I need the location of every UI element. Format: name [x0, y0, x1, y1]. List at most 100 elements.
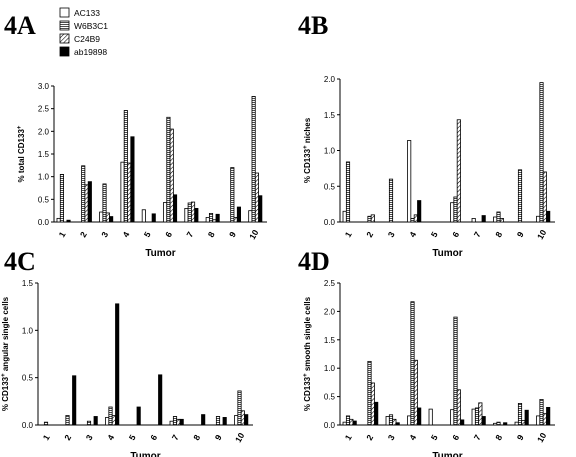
panel-label: 4D — [298, 247, 330, 276]
y-tick-label: 0.5 — [324, 182, 336, 191]
bar-ab19898-tumor-10 — [546, 406, 551, 426]
y-tick-label: 0.0 — [38, 218, 50, 227]
y-tick-label: 1.0 — [38, 173, 50, 182]
bar-ac133-tumor-7 — [184, 207, 189, 223]
x-tick-label: 4 — [407, 433, 418, 442]
bar-ab19898-tumor-4 — [115, 303, 120, 426]
bar-w6b3c1-tumor-4 — [123, 110, 128, 223]
y-tick-label: 1.5 — [38, 150, 50, 159]
bar-ab19898-tumor-1 — [66, 219, 71, 223]
bar-w6b3c1-tumor-9 — [517, 169, 523, 223]
y-axis-label: % CD133+ smooth single cells — [303, 296, 312, 411]
bar-ab19898-tumor-5 — [136, 406, 141, 426]
y-tick-label: 0.5 — [22, 374, 34, 383]
bar-w6b3c1-tumor-3 — [388, 178, 394, 223]
bar-c24b9-tumor-9 — [521, 420, 526, 426]
bar-ab19898-tumor-6 — [158, 374, 163, 426]
bar-w6b3c1-tumor-8 — [496, 421, 501, 426]
panel-label: 4C — [4, 247, 36, 276]
bar-ac133-tumor-6 — [163, 202, 168, 223]
bar-w6b3c1-tumor-2 — [81, 165, 86, 223]
y-axis-label-superscript: + — [303, 145, 309, 149]
bar-ab19898-tumor-5 — [151, 213, 156, 223]
bar-ab19898-tumor-10 — [244, 414, 249, 426]
bar-ac133-tumor-1 — [342, 210, 347, 223]
bar-c24b9-tumor-10 — [254, 172, 259, 223]
x-tick-label: 9 — [515, 433, 526, 442]
x-tick-label: 10 — [233, 431, 247, 444]
bar-ac133-tumor-7 — [471, 408, 476, 426]
bar-c24b9-tumor-9 — [233, 217, 238, 223]
x-tick-label: 5 — [142, 230, 153, 239]
y-axis-label: % CD133+ niches — [303, 117, 312, 183]
y-axis-label-suffix: smooth single cells — [303, 296, 312, 373]
legend-swatch-ac133 — [59, 7, 70, 18]
bar-c24b9-tumor-6 — [456, 119, 461, 223]
bar-w6b3c1-tumor-9 — [230, 167, 235, 223]
bar-ac133-tumor-5 — [428, 408, 433, 426]
legend-swatch-ab19898 — [59, 46, 70, 57]
bar-c24b9-tumor-2 — [370, 382, 375, 426]
y-tick-label: 1.0 — [324, 364, 336, 373]
bar-c24b9-tumor-8 — [499, 218, 504, 223]
bar-ab19898-tumor-8 — [503, 422, 508, 426]
bar-w6b3c1-tumor-10 — [539, 82, 544, 223]
bar-ac133-tumor-4 — [407, 140, 412, 223]
bar-ab19898-tumor-2 — [87, 181, 92, 223]
y-tick-label: 1.5 — [324, 336, 336, 345]
bar-w6b3c1-tumor-6 — [166, 116, 171, 223]
x-tick-label: 4 — [407, 230, 418, 239]
bar-c24b9-tumor-4 — [111, 415, 116, 426]
bar-w6b3c1-tumor-8 — [208, 212, 214, 223]
bar-ac133-tumor-10 — [248, 210, 253, 223]
bar-c24b9-tumor-6 — [456, 389, 461, 426]
bar-ac133-tumor-6 — [450, 409, 455, 426]
bar-ab19898-tumor-8 — [215, 213, 220, 223]
y-tick-label: 0.5 — [38, 195, 50, 204]
bar-ab19898-tumor-2 — [374, 401, 379, 426]
bar-w6b3c1-tumor-4 — [108, 406, 113, 426]
y-axis-label: % total CD133+ — [17, 125, 26, 182]
x-tick-label: 1 — [343, 230, 354, 239]
bar-ac133-tumor-4 — [120, 161, 125, 223]
y-tick-label: 0.5 — [324, 393, 336, 402]
x-tick-label: 6 — [148, 433, 159, 442]
bar-w6b3c1-tumor-8 — [496, 211, 501, 223]
x-tick-label: 9 — [213, 433, 224, 442]
bar-ac133-tumor-10 — [536, 415, 541, 426]
panel-4c: 4C 0.0 0.5 1.0 1.5 % CD133+ angular single ce… — [1, 247, 253, 457]
bar-w6b3c1-tumor-1 — [345, 415, 351, 426]
x-tick-label: 1 — [57, 230, 68, 239]
x-axis-label: Tumor — [145, 248, 175, 259]
bar-ab19898-tumor-1 — [352, 420, 357, 426]
y-tick-label: 2.0 — [324, 307, 336, 316]
x-tick-label: 5 — [127, 433, 138, 442]
y-axis-label-text: % CD133 — [303, 376, 312, 411]
panel-label: 4A — [4, 11, 36, 40]
x-tick-label: 8 — [493, 433, 504, 442]
bar-ab19898-tumor-4 — [417, 200, 422, 223]
y-tick-label: 2.5 — [324, 279, 336, 288]
bar-ac133-tumor-1 — [342, 421, 347, 426]
x-tick-label: 1 — [343, 433, 354, 442]
bar-w6b3c1-tumor-4 — [410, 301, 415, 426]
bar-ac133-tumor-9 — [514, 421, 519, 426]
bar-w6b3c1-tumor-3 — [388, 414, 394, 426]
bar-ab19898-tumor-9 — [222, 417, 227, 426]
y-axis-label-superscript: + — [303, 373, 309, 377]
legend: AC133 W6B3C1 C24B9 ab19898 — [59, 7, 108, 57]
x-tick-label: 2 — [78, 230, 89, 239]
bar-ab19898-tumor-9 — [236, 206, 241, 223]
bar-ac133-tumor-7 — [471, 218, 476, 223]
bar-w6b3c1-tumor-3 — [102, 183, 107, 223]
bar-ab19898-tumor-7 — [481, 416, 486, 426]
bar-ab19898-tumor-7 — [481, 215, 486, 223]
bar-w6b3c1-tumor-6 — [453, 316, 458, 426]
x-tick-label: 5 — [429, 230, 440, 239]
y-axis-label-text: % CD133 — [303, 148, 312, 183]
bar-ac133-tumor-3 — [385, 416, 390, 426]
x-tick-label: 9 — [227, 230, 238, 239]
x-tick-label: 2 — [62, 433, 73, 442]
y-axis-label-text: % total CD133 — [17, 129, 26, 183]
